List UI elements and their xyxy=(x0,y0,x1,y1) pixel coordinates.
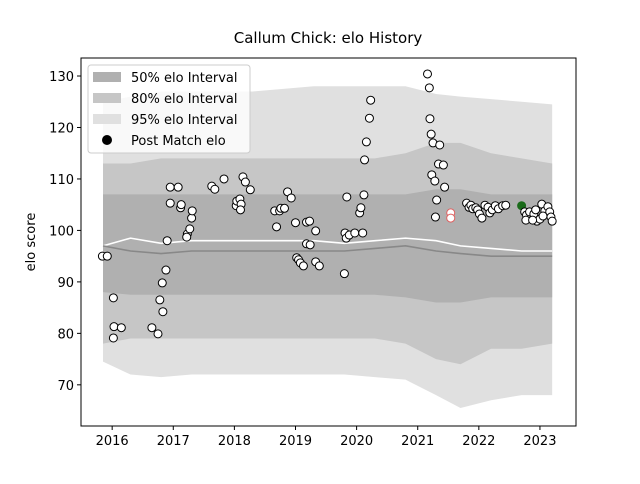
y-tick-label: 100 xyxy=(49,224,74,239)
match-point xyxy=(361,137,371,147)
elo-line xyxy=(102,237,553,252)
y-tick-label: 80 xyxy=(57,327,74,342)
x-tick-label: 2020 xyxy=(340,434,373,449)
match-point xyxy=(477,213,487,223)
match-point xyxy=(446,213,456,223)
match-point xyxy=(305,240,315,250)
match-point xyxy=(165,198,175,208)
chart-title: Callum Chick: elo History xyxy=(234,29,423,47)
match-point xyxy=(531,205,541,215)
match-point xyxy=(147,323,157,333)
match-point xyxy=(538,211,548,221)
match-point xyxy=(108,333,118,343)
match-point xyxy=(435,140,445,150)
match-point xyxy=(286,193,296,203)
legend-label: Post Match elo xyxy=(131,134,226,149)
match-point xyxy=(339,269,349,279)
match-point xyxy=(157,278,167,288)
match-point xyxy=(423,69,432,79)
y-tick-label: 70 xyxy=(57,379,74,394)
match-point xyxy=(426,129,436,139)
match-point xyxy=(109,322,119,332)
match-point xyxy=(430,176,440,186)
match-point xyxy=(185,224,195,234)
x-tick-label: 2016 xyxy=(96,434,129,449)
x-tick-label: 2022 xyxy=(462,434,495,449)
legend-label: 95% elo Interval xyxy=(131,113,238,128)
match-point xyxy=(547,216,557,226)
match-point xyxy=(528,215,538,225)
match-point xyxy=(153,329,163,339)
match-point xyxy=(291,218,300,228)
axes-frame xyxy=(80,57,577,427)
x-tick-label: 2019 xyxy=(279,434,312,449)
match-point xyxy=(219,174,229,184)
match-point xyxy=(173,182,183,192)
legend-marker xyxy=(102,135,112,145)
match-point xyxy=(305,216,315,226)
x-tick-label: 2023 xyxy=(523,434,556,449)
match-point xyxy=(342,192,352,202)
match-point xyxy=(440,182,450,192)
match-point xyxy=(430,212,440,222)
match-point xyxy=(356,203,366,213)
match-point xyxy=(366,95,376,105)
match-point xyxy=(176,200,186,210)
match-point xyxy=(272,222,282,232)
match-point xyxy=(108,293,118,303)
match-point xyxy=(425,114,435,124)
y-tick-label: 130 xyxy=(49,70,74,85)
match-point xyxy=(102,251,112,261)
match-point xyxy=(359,190,369,200)
match-point xyxy=(280,203,289,213)
match-point xyxy=(161,265,171,275)
match-point xyxy=(240,177,250,187)
x-tick-label: 2017 xyxy=(157,434,190,449)
match-point xyxy=(245,185,255,195)
match-point xyxy=(155,295,165,305)
match-point xyxy=(165,182,175,192)
y-tick-label: 120 xyxy=(49,121,74,136)
match-point xyxy=(364,113,374,123)
match-point xyxy=(236,205,245,215)
match-point xyxy=(350,228,360,238)
match-point xyxy=(432,195,442,205)
legend-swatch xyxy=(93,114,121,124)
legend-swatch xyxy=(93,93,121,103)
match-point xyxy=(314,261,324,271)
x-tick-label: 2021 xyxy=(401,434,434,449)
legend-label: 50% elo Interval xyxy=(131,71,238,86)
match-point xyxy=(210,184,220,194)
legend-label: 80% elo Interval xyxy=(131,92,238,107)
match-point xyxy=(162,236,172,246)
y-tick-label: 110 xyxy=(49,173,74,188)
match-point xyxy=(187,206,197,216)
elo-line xyxy=(102,245,553,257)
match-point xyxy=(298,261,308,271)
x-tick-label: 2018 xyxy=(218,434,251,449)
match-point xyxy=(438,160,448,170)
match-point xyxy=(424,83,434,93)
match-point xyxy=(158,307,168,317)
match-point xyxy=(501,200,511,210)
match-point xyxy=(358,228,368,238)
y-tick-label: 90 xyxy=(57,276,74,291)
match-point xyxy=(311,226,321,236)
legend-box xyxy=(87,64,251,154)
match-point xyxy=(116,323,126,333)
match-point xyxy=(360,155,370,165)
match-point xyxy=(182,232,192,242)
y-axis-label: elo score xyxy=(24,213,39,272)
legend-swatch xyxy=(93,72,121,82)
